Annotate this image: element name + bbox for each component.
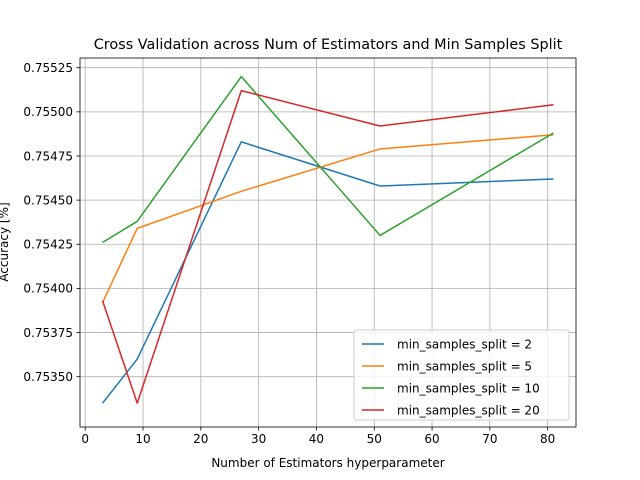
legend-entry-label: min_samples_split = 10 bbox=[397, 381, 540, 395]
x-tick-label: 30 bbox=[251, 432, 266, 446]
series-lines bbox=[101, 75, 554, 404]
series-line-0 bbox=[101, 141, 554, 404]
legend-box bbox=[353, 329, 570, 421]
legend: min_samples_split = 2 min_samples_split =… bbox=[353, 329, 570, 421]
chart-title: Cross Validation across Num of Estimator… bbox=[94, 37, 563, 53]
x-tick-label: 70 bbox=[482, 432, 497, 446]
x-tick-label: 10 bbox=[135, 432, 150, 446]
y-tick-label: 0.75500 bbox=[23, 105, 73, 119]
series-line-2 bbox=[102, 75, 554, 244]
x-tick-label: 60 bbox=[424, 432, 439, 446]
y-tick-label: 0.75475 bbox=[23, 149, 73, 163]
y-tick-label: 0.75525 bbox=[23, 61, 73, 75]
x-tick-label: 40 bbox=[309, 432, 324, 446]
x-axis-label: Number of Estimators hyperparameter bbox=[211, 456, 444, 470]
x-tick-label: 80 bbox=[540, 432, 555, 446]
axes: 0 10 20 30 40 50 60 70 80 0.75350 0.75375 0.75400 0.… bbox=[23, 57, 577, 446]
x-tick-label: 50 bbox=[367, 432, 382, 446]
legend-entry-label: min_samples_split = 2 bbox=[397, 337, 532, 351]
plot-frame bbox=[79, 57, 577, 428]
y-tick-label: 0.75375 bbox=[23, 326, 73, 340]
y-tick-label: 0.75450 bbox=[23, 193, 73, 207]
legend-entry-label: min_samples_split = 20 bbox=[397, 403, 540, 417]
legend-entry-label: min_samples_split = 5 bbox=[397, 359, 532, 373]
x-tick-label: 20 bbox=[193, 432, 208, 446]
x-tick-label: 0 bbox=[81, 432, 89, 446]
y-tick-label: 0.75350 bbox=[23, 370, 73, 384]
series-line-1 bbox=[101, 134, 554, 303]
y-axis-label: Accuracy [%] bbox=[0, 202, 11, 281]
y-tick-label: 0.75425 bbox=[23, 238, 73, 252]
y-tick-label: 0.75400 bbox=[23, 282, 73, 296]
series-line-3 bbox=[101, 89, 554, 404]
